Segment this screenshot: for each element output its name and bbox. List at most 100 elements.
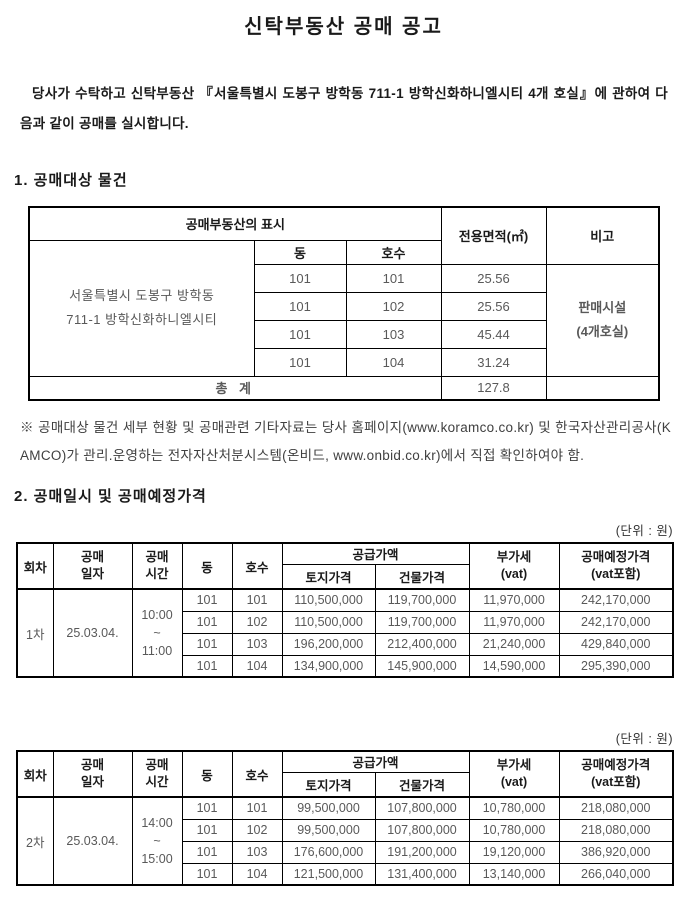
land-price-column-header: 토지가격 [281, 563, 376, 590]
building-price-cell: 212,400,000 [374, 632, 470, 656]
area-cell: 25.56 [440, 291, 547, 321]
hosu-cell: 103 [345, 319, 442, 349]
auction-subheader-row: 토지가격 건물가격 [17, 771, 673, 798]
vat-cell: 10,780,000 [468, 796, 560, 820]
intro-paragraph: 당사가 수탁하고 신탁부동산 『서울특별시 도봉구 방학동 711-1 방학신화… [20, 86, 668, 131]
auction-row: 101 102 99,500,000 107,800,000 10,780,00… [17, 818, 674, 842]
auction-table-round-1: 회차 공매 일자 공매 시간 동 호수 공급가액 부가세 (vat) 공매예정가… [16, 542, 675, 678]
dong-column-header: 동 [253, 239, 347, 265]
auction-header-row: 회차 공매 일자 공매 시간 동 호수 공급가액 부가세 (vat) 공매예정가… [16, 542, 674, 590]
hosu-column-header: 호수 [231, 542, 283, 590]
area-cell: 25.56 [440, 263, 547, 293]
hosu-cell: 104 [231, 654, 283, 678]
expected-price-cell: 242,170,000 [558, 588, 674, 612]
supply-column-header: 공급가액 [281, 542, 470, 565]
building-price-cell: 191,200,000 [374, 840, 470, 864]
property-table: 공매부동산의 표시 전용면적(㎡) 비고 서울특별시 도봉구 방학동 711-1… [28, 206, 661, 401]
auction-subheader-row: 토지가격 건물가격 [17, 563, 673, 590]
vat-cell: 10,780,000 [468, 818, 560, 842]
time-column-header: 공매 시간 [131, 750, 183, 798]
time-header-line-2: 시간 [145, 567, 169, 581]
expected-price-cell: 266,040,000 [558, 862, 674, 886]
time-header-line-2: 시간 [145, 775, 169, 789]
dong-column-header: 동 [181, 542, 233, 590]
auction-row: 101 102 110,500,000 119,700,000 11,970,0… [17, 610, 674, 634]
remark-line-2: (4개호실) [576, 324, 629, 339]
date-header-line-1: 공매 [80, 550, 104, 564]
time-end: 11:00 [141, 644, 173, 658]
hosu-cell: 103 [231, 840, 283, 864]
expected-price-column-header: 공매예정가격 (vat포함) [558, 750, 674, 798]
expected-price-cell: 295,390,000 [558, 654, 674, 678]
land-price-cell: 99,500,000 [281, 796, 376, 820]
auction-header-row: 회차 공매 일자 공매 시간 동 호수 공급가액 부가세 (vat) 공매예정가… [16, 750, 674, 798]
address-line-1: 서울특별시 도봉구 방학동 [69, 288, 215, 303]
unit-label-2: (단위 : 원) [615, 732, 673, 746]
hosu-column-header: 호수 [231, 750, 283, 798]
round-cell: 2차 [16, 796, 54, 886]
auction-table-round-2: 회차 공매 일자 공매 시간 동 호수 공급가액 부가세 (vat) 공매예정가… [16, 750, 675, 886]
land-price-cell: 121,500,000 [281, 862, 376, 886]
address-line-2: 711-1 방학신화하니엘시티 [66, 312, 218, 327]
hosu-cell: 104 [231, 862, 283, 886]
date-header-line-2: 일자 [80, 567, 104, 581]
building-price-cell: 107,800,000 [374, 818, 470, 842]
vat-header-line-1: 부가세 [496, 550, 532, 564]
area-cell: 45.44 [440, 319, 547, 349]
property-subheader-row: 서울특별시 도봉구 방학동 711-1 방학신화하니엘시티 동 호수 [28, 239, 659, 377]
unit-label-1: (단위 : 원) [615, 524, 673, 538]
time-start: 14:00 [141, 816, 173, 830]
dong-cell: 101 [181, 840, 233, 864]
section-heading-2: 2. 공매일시 및 공매예정가격 [14, 488, 207, 505]
land-price-cell: 134,900,000 [281, 654, 376, 678]
date-cell: 25.03.04. [52, 588, 133, 678]
dong-cell: 101 [181, 796, 233, 820]
vat-cell: 11,970,000 [468, 588, 560, 612]
property-display-header: 공매부동산의 표시 [28, 206, 442, 241]
time-header-line-1: 공매 [145, 758, 169, 772]
remark-cell: 판매시설 (4개호실) [545, 263, 660, 377]
dong-cell: 101 [253, 291, 347, 321]
expected-price-header-line-1: 공매예정가격 [581, 550, 651, 564]
time-separator: ~ [153, 834, 161, 848]
auction-row: 101 104 121,500,000 131,400,000 13,140,0… [17, 862, 674, 886]
auction-note: ※ 공매대상 물건 세부 현황 및 공매관련 기타자료는 당사 홈페이지(www… [20, 420, 671, 463]
expected-price-header-line-2: (vat포함) [591, 775, 641, 789]
expected-price-cell: 218,080,000 [558, 796, 674, 820]
dong-cell: 101 [181, 588, 233, 612]
dong-cell: 101 [181, 818, 233, 842]
time-cell: 14:00 ~ 15:00 [131, 796, 183, 886]
hosu-cell: 102 [345, 291, 442, 321]
round-column-header: 회차 [16, 542, 54, 590]
building-price-column-header: 건물가격 [374, 563, 470, 590]
building-price-cell: 131,400,000 [374, 862, 470, 886]
land-price-cell: 99,500,000 [281, 818, 376, 842]
building-price-cell: 145,900,000 [374, 654, 470, 678]
expected-price-column-header: 공매예정가격 (vat포함) [558, 542, 674, 590]
total-label: 총 계 [28, 375, 442, 401]
dong-cell: 101 [181, 862, 233, 886]
hosu-cell: 102 [231, 818, 283, 842]
vat-column-header: 부가세 (vat) [468, 750, 560, 798]
remark-column-header: 비고 [545, 206, 660, 265]
auction-row: 101 103 176,600,000 191,200,000 19,120,0… [17, 840, 674, 864]
section-heading-1: 1. 공매대상 물건 [14, 172, 128, 189]
property-row: 101 101 25.56 판매시설 (4개호실) [29, 263, 660, 377]
expected-price-header-line-2: (vat포함) [591, 567, 641, 581]
total-remark-empty-cell [545, 375, 660, 401]
land-price-cell: 110,500,000 [281, 610, 376, 634]
date-header-line-1: 공매 [80, 758, 104, 772]
total-area-cell: 127.8 [440, 375, 547, 401]
area-cell: 31.24 [440, 347, 547, 377]
hosu-cell: 103 [231, 632, 283, 656]
vat-column-header: 부가세 (vat) [468, 542, 560, 590]
property-row: 101 104 31.24 [29, 347, 659, 377]
remark-line-1: 판매시설 [578, 300, 627, 315]
round-column-header: 회차 [16, 750, 54, 798]
hosu-cell: 102 [231, 610, 283, 634]
dong-cell: 101 [181, 654, 233, 678]
area-column-header: 전용면적(㎡) [440, 206, 547, 265]
land-price-cell: 176,600,000 [281, 840, 376, 864]
hosu-cell: 101 [231, 588, 283, 612]
hosu-cell: 101 [231, 796, 283, 820]
